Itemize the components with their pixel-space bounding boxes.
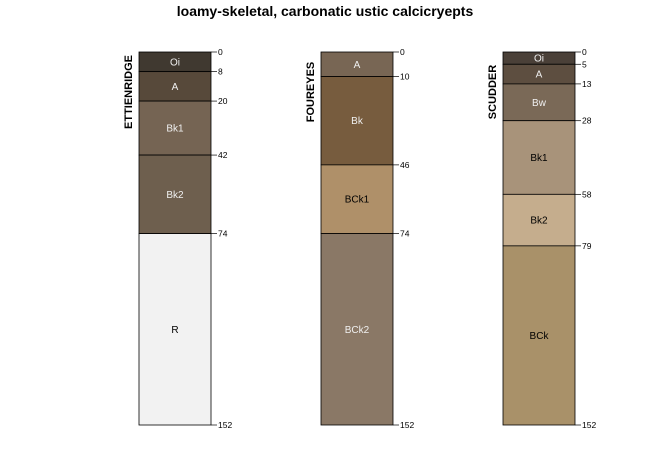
profile-name: FOUREYES bbox=[305, 62, 317, 123]
horizon-bck2 bbox=[320, 233, 394, 426]
depth-label: 13 bbox=[582, 79, 592, 89]
depth-label: 8 bbox=[218, 67, 223, 77]
horizon-label: BCk1 bbox=[345, 195, 370, 206]
horizon-label: Bk1 bbox=[530, 153, 548, 164]
horizon-a bbox=[138, 71, 212, 102]
depth-label: 28 bbox=[582, 116, 592, 126]
profile-foureyes: FOUREYES A Bk BCk1 BCk2 0 10 46 74 152 bbox=[305, 47, 414, 430]
depth-label: 0 bbox=[582, 47, 587, 57]
depth-label: 20 bbox=[218, 96, 228, 106]
horizon-bck1 bbox=[320, 164, 394, 234]
horizon-bk1 bbox=[138, 100, 212, 156]
horizon-label: A bbox=[354, 60, 361, 71]
horizon-bw bbox=[502, 83, 576, 122]
horizon-label: A bbox=[172, 82, 179, 93]
depth-label: 42 bbox=[218, 150, 228, 160]
horizon-label: Bk2 bbox=[166, 190, 184, 201]
horizon-label: Oi bbox=[170, 57, 180, 68]
depth-label: 0 bbox=[218, 47, 223, 57]
horizon-label: Bw bbox=[532, 98, 547, 109]
depth-label: 74 bbox=[218, 229, 228, 239]
depth-label: 152 bbox=[582, 420, 596, 430]
horizon-label: A bbox=[536, 70, 543, 81]
profile-name: ETTIENRIDGE bbox=[123, 55, 135, 129]
depth-label: 5 bbox=[582, 59, 587, 69]
horizon-label: Bk2 bbox=[530, 216, 548, 227]
horizon-label: R bbox=[171, 325, 178, 336]
chart-title: loamy-skeletal, carbonatic ustic calcicr… bbox=[177, 3, 474, 19]
horizon-bk2 bbox=[502, 193, 576, 247]
profile-scudder: SCUDDER Oi A Bw Bk1 Bk2 BCk 0 5 13 28 58 79 152 bbox=[487, 47, 596, 430]
horizon-label: BCk bbox=[530, 331, 550, 342]
profile-name: SCUDDER bbox=[487, 65, 499, 119]
horizon-bck bbox=[502, 245, 576, 426]
horizon-bk2 bbox=[138, 154, 212, 234]
depth-label: 58 bbox=[582, 189, 592, 199]
depth-label: 74 bbox=[400, 229, 410, 239]
depth-label: 46 bbox=[400, 160, 410, 170]
horizon-label: BCk2 bbox=[345, 325, 370, 336]
horizon-label: Oi bbox=[534, 54, 544, 65]
depth-label: 0 bbox=[400, 47, 405, 57]
horizon-label: Bk bbox=[351, 116, 364, 127]
depth-label: 152 bbox=[218, 420, 232, 430]
horizon-label: Bk1 bbox=[166, 124, 184, 135]
profiles-group: ETTIENRIDGE OiABk1Bk2R08204274152FOUREYES… bbox=[123, 47, 596, 430]
profile-ettienridge: ETTIENRIDGE Oi A Bk1 Bk2 R 0 8 20 42 74 152 bbox=[123, 47, 232, 430]
depth-label: 10 bbox=[400, 72, 410, 82]
horizon-bk1 bbox=[502, 120, 576, 195]
horizon-bk bbox=[320, 76, 394, 166]
horizon-r bbox=[138, 233, 212, 426]
depth-label: 152 bbox=[400, 420, 414, 430]
depth-label: 79 bbox=[582, 241, 592, 251]
